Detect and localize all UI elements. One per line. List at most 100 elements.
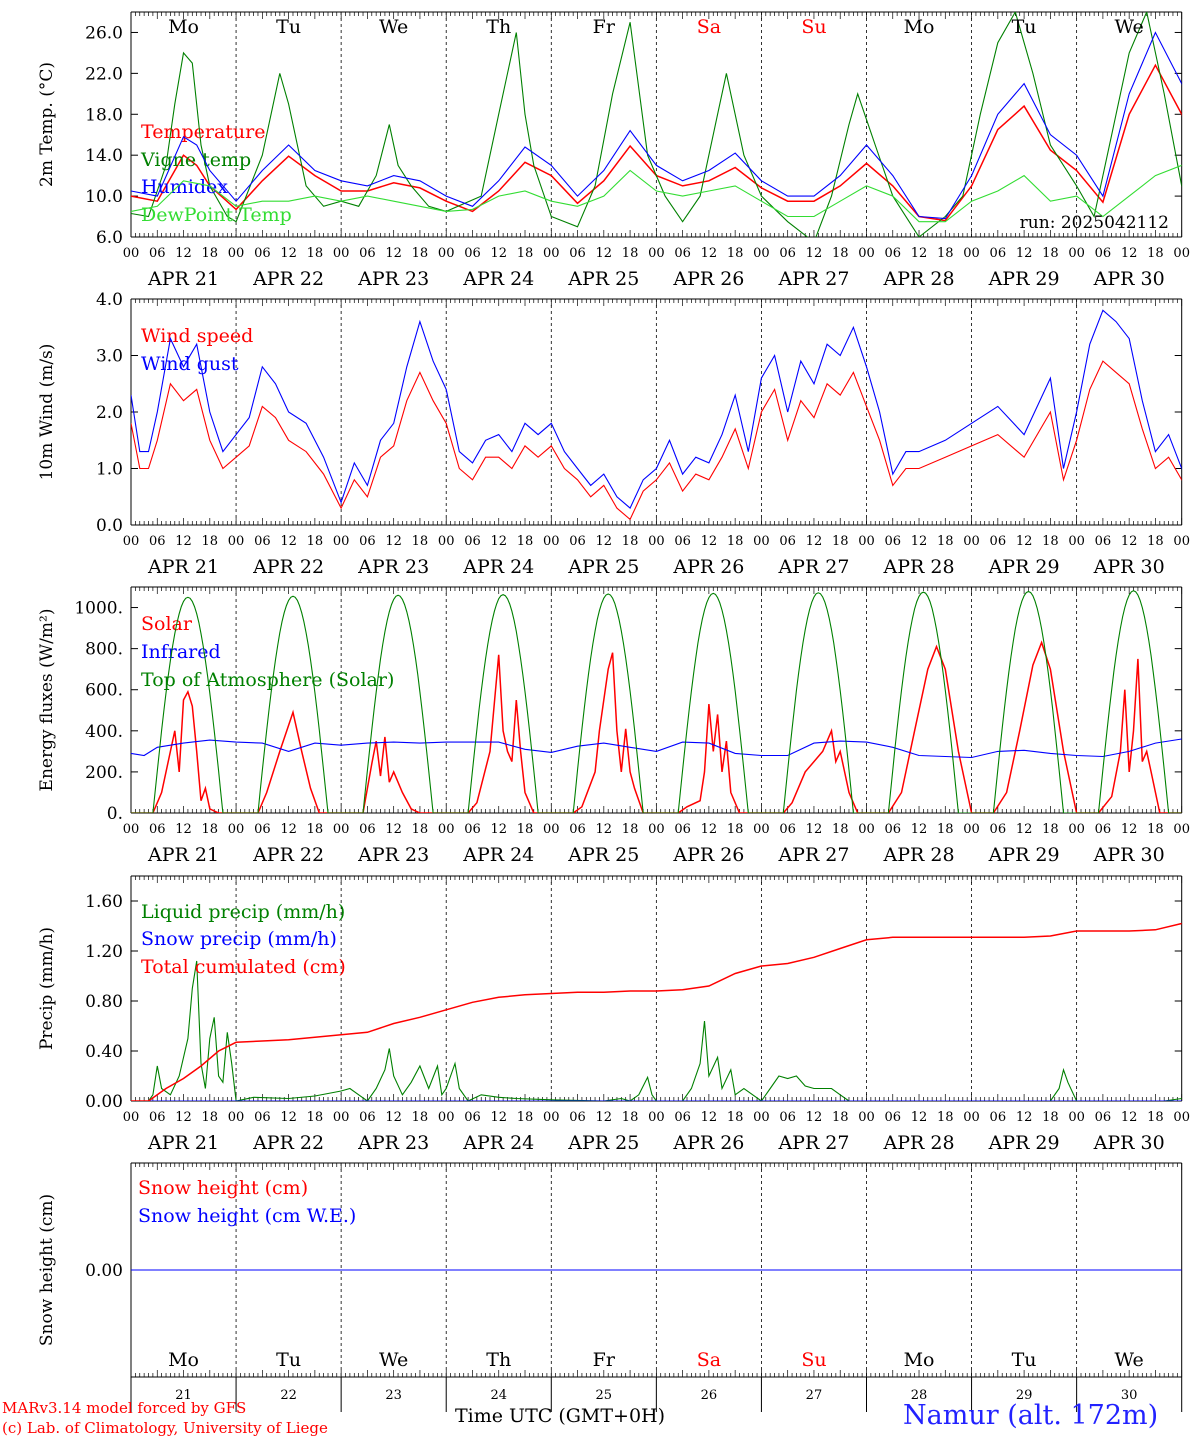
hour-tick-label: 18 bbox=[727, 822, 744, 837]
bottom-day-number: 25 bbox=[596, 1388, 613, 1403]
hour-tick-label: 00 bbox=[963, 1110, 980, 1125]
hour-tick-label: 06 bbox=[464, 534, 481, 549]
hour-tick-label: 06 bbox=[884, 1110, 901, 1125]
hour-tick-label: 00 bbox=[753, 534, 770, 549]
bottom-weekday-label: We bbox=[379, 1349, 408, 1371]
hour-tick-label: 12 bbox=[806, 246, 823, 261]
hour-tick-label: 12 bbox=[911, 534, 928, 549]
hour-tick-label: 00 bbox=[438, 822, 455, 837]
series-line-top-of-atmosphere-solar- bbox=[131, 590, 1182, 813]
hour-tick-label: 18 bbox=[202, 822, 219, 837]
hour-tick-label: 12 bbox=[385, 534, 402, 549]
lab-credit: (c) Lab. of Climatology, University of L… bbox=[2, 1419, 328, 1437]
y-tick-label: 14.0 bbox=[85, 146, 123, 166]
hour-tick-label: 00 bbox=[123, 534, 140, 549]
hour-tick-label: 00 bbox=[858, 246, 875, 261]
hour-tick-label: 06 bbox=[464, 246, 481, 261]
hour-tick-label: 12 bbox=[1121, 534, 1138, 549]
date-label: APR 24 bbox=[462, 844, 534, 866]
date-label: APR 28 bbox=[883, 268, 955, 290]
legend-humidex: Humidex bbox=[141, 176, 228, 198]
hour-tick-label: 06 bbox=[779, 1110, 796, 1125]
hour-tick-label: 12 bbox=[596, 822, 613, 837]
date-label: APR 25 bbox=[567, 556, 639, 578]
legend-liquid-precip-mm-h-: Liquid precip (mm/h) bbox=[141, 901, 345, 923]
hour-tick-label: 06 bbox=[884, 246, 901, 261]
hour-tick-label: 12 bbox=[701, 1110, 718, 1125]
hour-tick-label: 12 bbox=[490, 534, 507, 549]
bottom-day-number: 29 bbox=[1016, 1388, 1033, 1403]
series-line-infrared bbox=[131, 738, 1182, 759]
hour-tick-label: 18 bbox=[202, 246, 219, 261]
hour-tick-label: 06 bbox=[1095, 246, 1112, 261]
date-label: APR 26 bbox=[672, 268, 744, 290]
x-axis-title: Time UTC (GMT+0H) bbox=[455, 1405, 666, 1427]
hour-tick-label: 12 bbox=[175, 246, 192, 261]
hour-tick-label: 18 bbox=[412, 822, 429, 837]
hour-tick-label: 18 bbox=[202, 534, 219, 549]
date-label: APR 28 bbox=[883, 556, 955, 578]
hour-tick-label: 00 bbox=[858, 1110, 875, 1125]
hour-tick-label: 12 bbox=[806, 822, 823, 837]
date-label: APR 28 bbox=[883, 1132, 955, 1154]
bottom-weekday-label: Mo bbox=[168, 1349, 199, 1371]
hour-tick-label: 18 bbox=[517, 246, 534, 261]
hour-tick-label: 18 bbox=[622, 822, 639, 837]
hour-tick-label: 12 bbox=[280, 246, 297, 261]
weekday-label: Sa bbox=[697, 16, 721, 38]
hour-tick-label: 06 bbox=[779, 246, 796, 261]
hour-tick-label: 06 bbox=[569, 1110, 586, 1125]
hour-tick-label: 06 bbox=[990, 246, 1007, 261]
bottom-weekday-label: Fr bbox=[593, 1349, 616, 1371]
hour-tick-label: 18 bbox=[412, 246, 429, 261]
hour-tick-label: 12 bbox=[175, 822, 192, 837]
hour-tick-label: 18 bbox=[517, 534, 534, 549]
bottom-day-number: 24 bbox=[490, 1388, 507, 1403]
y-tick-label: 1.60 bbox=[85, 892, 123, 912]
weekday-label: We bbox=[379, 16, 408, 38]
bottom-day-number: 22 bbox=[280, 1388, 297, 1403]
date-label: APR 26 bbox=[672, 556, 744, 578]
date-label: APR 29 bbox=[988, 844, 1060, 866]
hour-tick-label: 12 bbox=[175, 534, 192, 549]
date-label: APR 24 bbox=[462, 268, 534, 290]
series-line-dewpoint-temp bbox=[131, 164, 1182, 223]
hour-tick-label: 12 bbox=[701, 534, 718, 549]
hour-tick-label: 06 bbox=[359, 534, 376, 549]
hour-tick-label: 06 bbox=[569, 534, 586, 549]
y-tick-label: 22.0 bbox=[85, 64, 123, 84]
hour-tick-label: 00 bbox=[123, 246, 140, 261]
date-label: APR 24 bbox=[462, 556, 534, 578]
y-tick-label: 4.0 bbox=[96, 290, 123, 310]
legend-solar: Solar bbox=[141, 613, 193, 635]
hour-tick-label: 00 bbox=[543, 246, 560, 261]
y-tick-label: 0. bbox=[107, 804, 123, 824]
hour-tick-label: 00 bbox=[753, 1110, 770, 1125]
hour-tick-label: 00 bbox=[228, 246, 245, 261]
hour-tick-label: 12 bbox=[490, 822, 507, 837]
y-tick-label: 600. bbox=[85, 681, 123, 701]
hour-tick-label: 00 bbox=[333, 1110, 350, 1125]
hour-tick-label: 00 bbox=[543, 534, 560, 549]
bottom-day-number: 21 bbox=[175, 1388, 192, 1403]
hour-tick-label: 06 bbox=[464, 1110, 481, 1125]
hour-tick-label: 00 bbox=[438, 246, 455, 261]
legend-wind-gust: Wind gust bbox=[141, 353, 239, 375]
hour-tick-label: 18 bbox=[1147, 822, 1164, 837]
hour-tick-label: 18 bbox=[202, 1110, 219, 1125]
hour-tick-label: 00 bbox=[963, 246, 980, 261]
hour-tick-label: 06 bbox=[359, 1110, 376, 1125]
hour-tick-label: 00 bbox=[858, 822, 875, 837]
bottom-weekday-label: Mo bbox=[904, 1349, 935, 1371]
date-label: APR 29 bbox=[988, 268, 1060, 290]
hour-tick-label: 12 bbox=[806, 534, 823, 549]
bottom-weekday-label: We bbox=[1115, 1349, 1144, 1371]
hour-tick-label: 12 bbox=[1121, 246, 1138, 261]
hour-tick-label: 12 bbox=[1016, 822, 1033, 837]
hour-tick-label: 00 bbox=[1173, 246, 1190, 261]
date-label: APR 26 bbox=[672, 1132, 744, 1154]
hour-tick-label: 06 bbox=[254, 822, 271, 837]
hour-tick-label: 18 bbox=[517, 1110, 534, 1125]
y-tick-label: 0.80 bbox=[85, 992, 123, 1012]
hour-tick-label: 18 bbox=[622, 246, 639, 261]
